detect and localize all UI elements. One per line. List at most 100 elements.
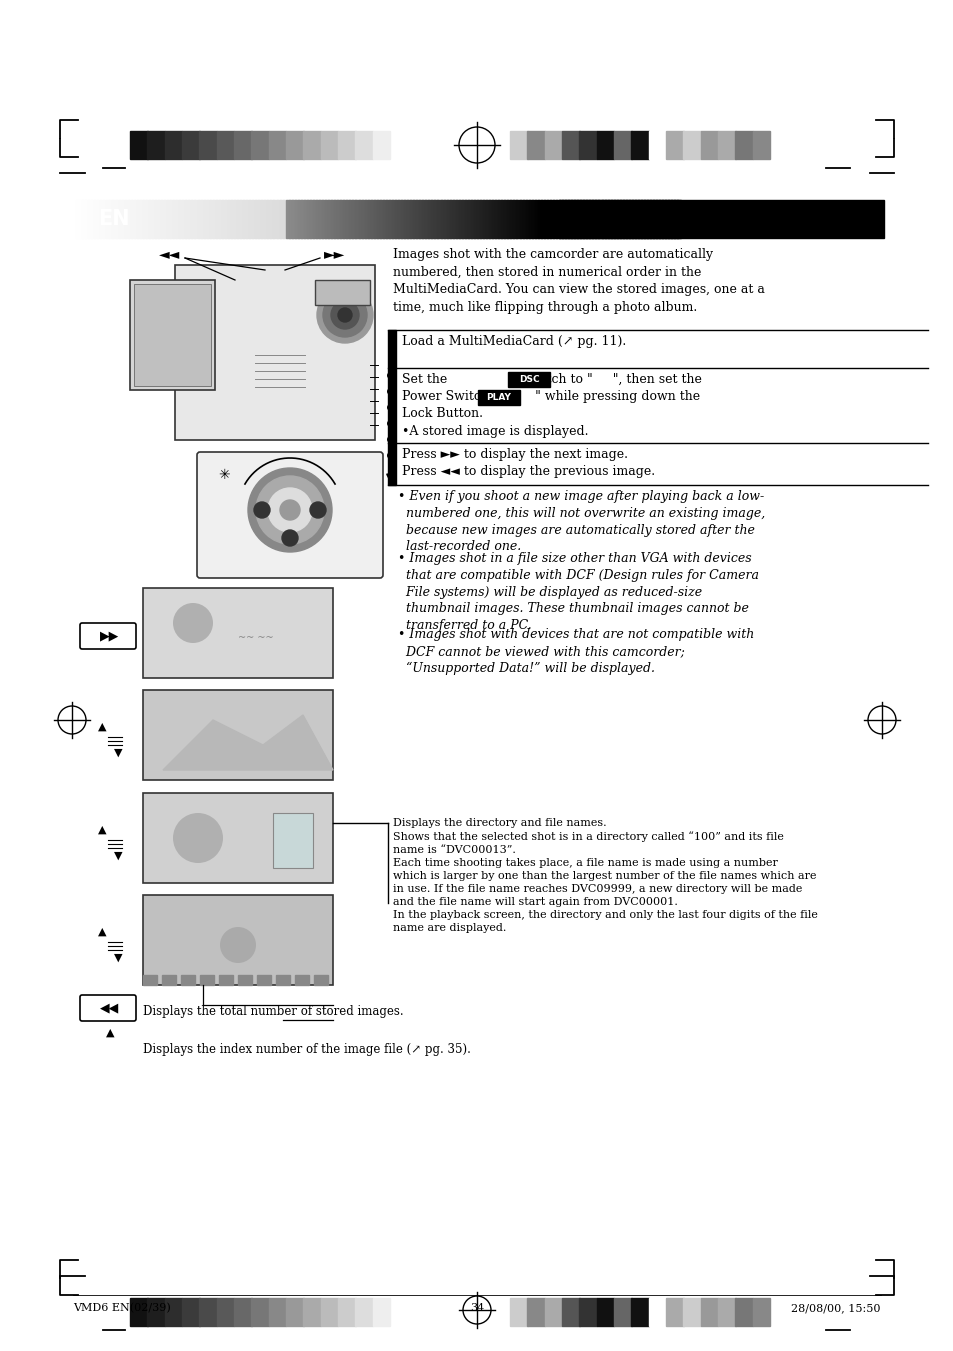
Bar [300,200,305,238]
Bar [88,200,92,238]
Bar [161,200,165,238]
Bar [237,975,252,985]
Bar [130,1298,148,1325]
Bar [413,200,416,238]
Bar [203,200,208,238]
Bar [558,200,883,238]
Bar [534,200,538,238]
Bar [407,200,411,238]
Bar [143,200,147,238]
Bar [131,200,134,238]
Circle shape [323,293,367,336]
Circle shape [248,467,332,553]
Text: ✳: ✳ [218,467,230,482]
Text: Displays the total number of stored images.: Displays the total number of stored imag… [143,1005,403,1019]
Bar [598,200,602,238]
Circle shape [172,813,223,863]
Bar [522,200,526,238]
Bar [320,131,338,159]
Bar [355,1298,373,1325]
Bar [476,200,480,238]
Text: Displays the directory and file names.
Shows that the selected shot is in a dire: Displays the directory and file names. S… [393,817,817,934]
Bar [128,200,132,238]
Text: Press ►► to display the next image.
Press ◄◄ to display the previous image.: Press ►► to display the next image. Pres… [401,449,655,478]
Bar [149,200,152,238]
Bar [165,1298,182,1325]
Bar [140,200,144,238]
Text: EN: EN [98,209,130,230]
Bar [228,200,232,238]
Bar [286,1298,303,1325]
Bar [376,200,380,238]
Bar [648,131,666,159]
Bar [182,131,199,159]
Bar [474,200,477,238]
Bar [613,200,617,238]
Bar [400,200,405,238]
Bar [179,200,183,238]
Bar [500,200,505,238]
Bar [192,200,195,238]
Bar [561,1298,579,1325]
Bar [182,200,186,238]
Bar [200,975,213,985]
Bar [578,131,597,159]
Bar [537,200,541,238]
Bar [546,200,550,238]
Bar [458,200,462,238]
Bar [143,894,333,985]
Bar [527,1298,544,1325]
Bar [456,200,459,238]
Bar [97,200,101,238]
Bar [578,1298,597,1325]
Circle shape [316,286,373,343]
Bar [216,131,234,159]
Bar [173,200,177,238]
Bar [313,200,316,238]
Bar [328,200,332,238]
Bar [513,200,517,238]
Bar [343,200,347,238]
Bar [388,330,395,485]
Text: ►►: ►► [324,247,345,261]
Bar [252,200,256,238]
Bar [216,1298,234,1325]
Bar [656,200,659,238]
Bar [364,200,368,238]
Bar [638,200,641,238]
Text: Images shot with the camcorder are automatically
numbered, then stored in numeri: Images shot with the camcorder are autom… [393,249,764,313]
Bar [303,1298,321,1325]
Bar [601,200,605,238]
Bar [616,200,620,238]
Text: ▲: ▲ [106,1028,114,1038]
Bar [207,200,211,238]
Bar [185,200,190,238]
Bar [718,131,735,159]
Bar [282,200,286,238]
Bar [443,200,447,238]
Bar [610,200,614,238]
Bar [294,975,309,985]
Bar [246,200,250,238]
Bar [531,200,536,238]
Bar [735,1298,752,1325]
Bar [544,131,562,159]
Bar [497,200,502,238]
Bar [367,200,372,238]
Text: ◀◀: ◀◀ [100,1001,119,1015]
Bar [158,200,162,238]
Bar [752,1298,770,1325]
Bar [270,200,274,238]
Bar [425,200,429,238]
Bar [553,200,557,238]
Bar [614,131,631,159]
Bar [103,200,108,238]
Circle shape [172,603,213,643]
Bar [519,200,523,238]
Bar [133,200,137,238]
Text: • Images shot with devices that are not compatible with
  DCF cannot be viewed w: • Images shot with devices that are not … [397,628,754,676]
Bar [170,200,174,238]
Bar [337,1298,355,1325]
Text: ▼: ▼ [113,748,122,758]
Bar [622,200,626,238]
